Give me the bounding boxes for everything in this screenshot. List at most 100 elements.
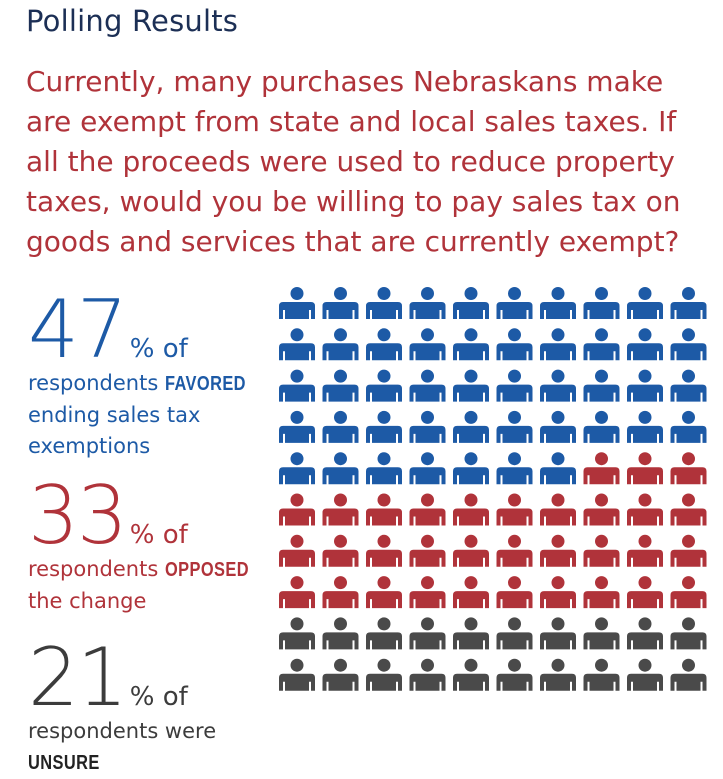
person-icon-opposed	[322, 534, 359, 567]
person-icon-opposed	[409, 576, 446, 609]
person-icon-unsure	[627, 658, 663, 691]
person-icon-opposed	[670, 452, 707, 485]
chart-title: Polling Results	[26, 4, 239, 38]
person-icon-favored	[540, 328, 576, 361]
person-icon-unsure	[496, 617, 533, 650]
person-icon-opposed	[627, 493, 663, 526]
person-icon-unsure	[322, 617, 359, 650]
person-icon-opposed	[670, 534, 707, 567]
person-icon-opposed	[496, 576, 533, 609]
favored-desc-line1: ending sales tax	[28, 403, 201, 427]
person-icon-unsure	[583, 658, 620, 691]
person-icon-favored	[409, 369, 446, 402]
person-icon-favored	[409, 452, 446, 485]
person-icon-unsure	[409, 658, 446, 691]
person-icon-opposed	[540, 493, 576, 526]
person-icon-unsure	[453, 617, 489, 650]
person-icon-favored	[670, 410, 707, 443]
person-icon-favored	[409, 328, 446, 361]
person-icon-unsure	[540, 658, 576, 691]
person-icon-favored	[322, 328, 359, 361]
person-icon-favored	[279, 410, 315, 443]
person-icon-unsure	[366, 658, 402, 691]
person-icon-favored	[627, 410, 663, 443]
favored-desc-line2: exemptions	[28, 434, 151, 458]
person-icon-opposed	[366, 493, 402, 526]
poll-question: Currently, many purchases Nebraskans mak…	[26, 65, 681, 258]
person-icon-favored	[496, 328, 533, 361]
person-icon-opposed	[453, 493, 489, 526]
person-icon-unsure	[279, 658, 315, 691]
person-icon-unsure	[583, 617, 620, 650]
person-icon-favored	[496, 452, 533, 485]
person-icon-opposed	[627, 534, 663, 567]
person-icon-opposed	[670, 493, 707, 526]
unsure-stat: 21% of respondents were UNSURE	[28, 638, 216, 779]
person-icon-unsure	[279, 617, 315, 650]
opposed-stat: 33% of respondents OPPOSED the change	[28, 476, 267, 617]
person-icon-favored	[453, 452, 489, 485]
person-icon-favored	[409, 410, 446, 443]
favored-desc-pre: respondents	[28, 371, 165, 395]
person-icon-opposed	[540, 576, 576, 609]
person-icon-favored	[627, 328, 663, 361]
person-icon-opposed	[583, 534, 620, 567]
person-icon-opposed	[453, 576, 489, 609]
opposed-emphasis: OPPOSED	[164, 559, 249, 581]
person-icon-favored	[496, 410, 533, 443]
person-icon-opposed	[496, 493, 533, 526]
person-icon-favored	[670, 369, 707, 402]
person-icon-opposed	[540, 534, 576, 567]
person-icon-opposed	[366, 534, 402, 567]
opposed-pct-label: % of	[129, 520, 188, 550]
favored-pct-label: % of	[129, 334, 188, 364]
person-icon-unsure	[366, 617, 402, 650]
person-icon-favored	[322, 369, 359, 402]
person-icon-favored	[366, 369, 402, 402]
person-icon-favored	[279, 287, 315, 319]
favored-emphasis: FAVORED	[164, 373, 246, 395]
person-icon-unsure	[453, 658, 489, 691]
person-icon-unsure	[409, 617, 446, 650]
person-icon-favored	[322, 452, 359, 485]
person-icon-favored	[583, 287, 620, 319]
person-icon-opposed	[670, 576, 707, 609]
opposed-desc-pre: respondents	[28, 557, 165, 581]
person-icon-favored	[453, 287, 489, 319]
person-icon-favored	[540, 369, 576, 402]
person-icon-favored	[540, 287, 576, 319]
person-icon-favored	[583, 328, 620, 361]
person-icon-opposed	[627, 576, 663, 609]
person-icon-favored	[279, 328, 315, 361]
person-icon-favored	[322, 287, 359, 319]
person-icon-opposed	[279, 576, 315, 609]
person-icon-favored	[279, 369, 315, 402]
person-icon-opposed	[322, 576, 359, 609]
favored-stat: 47% of respondents FAVORED ending sales …	[28, 290, 264, 462]
person-icon-unsure	[627, 617, 663, 650]
person-icon-opposed	[279, 493, 315, 526]
person-icon-favored	[453, 328, 489, 361]
opposed-value: 33	[28, 469, 128, 562]
person-icon-opposed	[453, 534, 489, 567]
person-icon-favored	[366, 287, 402, 319]
person-icon-unsure	[496, 658, 533, 691]
person-icon-unsure	[670, 617, 707, 650]
person-icon-favored	[670, 287, 707, 319]
person-icon-opposed	[366, 576, 402, 609]
person-icon-favored	[540, 452, 576, 485]
person-icon-favored	[453, 369, 489, 402]
person-icon-opposed	[583, 493, 620, 526]
person-icon-unsure	[670, 658, 707, 691]
person-icon-favored	[409, 287, 446, 319]
person-icon-favored	[540, 410, 576, 443]
person-icon-favored	[366, 328, 402, 361]
person-icon-favored	[627, 369, 663, 402]
person-icon-opposed	[583, 576, 620, 609]
person-icon-favored	[366, 452, 402, 485]
person-icon-favored	[496, 369, 533, 402]
favored-value: 47	[28, 283, 128, 376]
person-icon-favored	[670, 328, 707, 361]
unsure-pct-label: % of	[129, 682, 188, 712]
